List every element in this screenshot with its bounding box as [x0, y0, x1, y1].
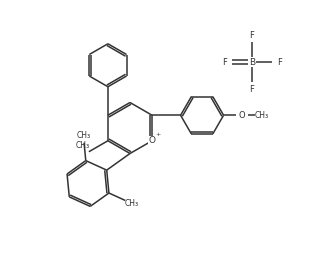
- Text: O: O: [149, 136, 155, 145]
- Text: F: F: [250, 85, 254, 94]
- Text: F: F: [277, 57, 282, 67]
- Text: CH₃: CH₃: [76, 141, 90, 150]
- Text: O: O: [239, 111, 246, 120]
- Text: F: F: [222, 57, 227, 67]
- Text: +: +: [155, 132, 161, 137]
- Text: B: B: [249, 57, 255, 67]
- Text: CH₃: CH₃: [125, 199, 139, 208]
- Text: CH₃: CH₃: [76, 131, 90, 140]
- Text: CH₃: CH₃: [255, 111, 269, 120]
- Text: F: F: [250, 31, 254, 39]
